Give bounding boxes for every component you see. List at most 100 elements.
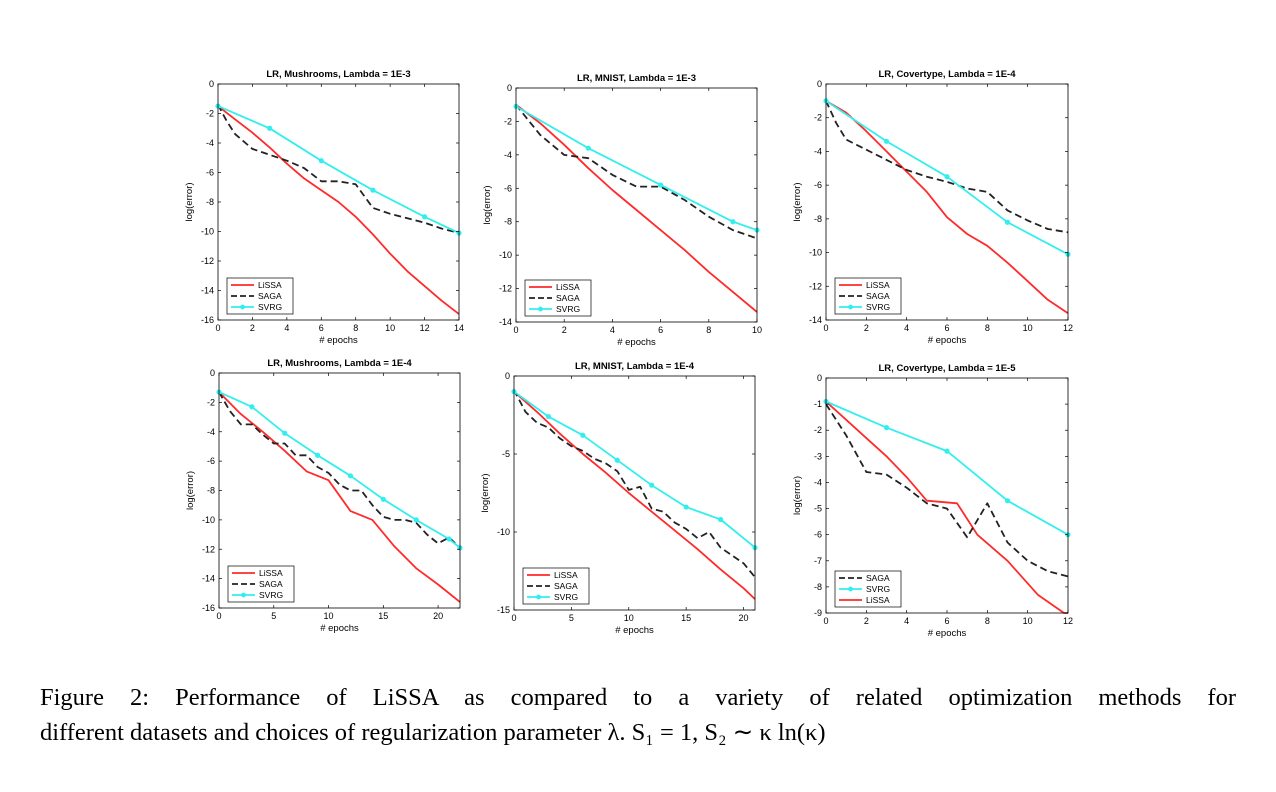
y-tick-label: -6: [504, 183, 512, 193]
legend-marker: [536, 594, 541, 600]
y-tick-label: -2: [814, 425, 822, 435]
plot-frame: [513, 375, 756, 611]
svrg-point: [1004, 219, 1011, 225]
x-tick-label: 2: [562, 325, 567, 335]
svrg-point: [944, 448, 950, 454]
legend-box: [226, 277, 294, 315]
legend-label: LiSSA: [258, 280, 282, 290]
series-line-svrg: [513, 390, 756, 549]
chart-1: LR, Mushrooms, Lambda = 1E-3 0 2 4 6 8 10 12 14 0…: [184, 69, 464, 346]
legend-label: SVRG: [259, 590, 283, 600]
legend-label: LiSSA: [866, 280, 890, 290]
figure-caption: Figure 2: Performance of LiSSA as compar…: [40, 680, 1236, 750]
y-tick-label: -8: [207, 486, 215, 496]
y-tick-label: -2: [207, 397, 215, 407]
chart-4: LR, Mushrooms, Lambda = 1E-4 0 5 10 15 20 0 -2 -…: [185, 358, 463, 634]
svrg-point: [1004, 498, 1011, 504]
y-tick-label: -4: [814, 146, 822, 156]
x-axis-label: # epochs: [617, 337, 656, 348]
y-tick-label: 0: [505, 371, 510, 381]
svrg-point: [249, 404, 255, 410]
series-line-lissa: [218, 391, 461, 603]
x-axis-label: # epochs: [320, 623, 359, 634]
svrg-point: [318, 158, 324, 164]
series-line-lissa: [515, 103, 758, 313]
chart-title: LR, MNIST, Lambda = 1E-4: [575, 361, 695, 372]
x-tick-label: 15: [681, 613, 691, 623]
series-line-svrg: [515, 105, 758, 231]
x-tick-label: 14: [454, 323, 464, 333]
svrg-point: [717, 516, 724, 523]
series-line-saga: [218, 391, 461, 549]
x-tick-label: 0: [513, 325, 518, 335]
svrg-point: [267, 125, 273, 131]
chart-title: LR, Covertype, Lambda = 1E-4: [879, 69, 1017, 80]
x-tick-label: 2: [864, 616, 869, 626]
legend-label: SAGA: [554, 581, 578, 591]
y-tick-label: -8: [814, 214, 822, 224]
svrg-point: [614, 457, 620, 463]
y-tick-label: -5: [814, 504, 822, 514]
legend-label: SAGA: [866, 291, 890, 301]
legend-marker: [241, 592, 246, 598]
x-tick-label: 12: [1063, 616, 1073, 626]
y-tick-label: 0: [817, 373, 822, 383]
y-tick-label: -6: [814, 530, 822, 540]
y-tick-label: -4: [207, 427, 215, 437]
x-tick-label: 8: [353, 323, 358, 333]
x-tick-label: 0: [823, 323, 828, 333]
y-tick-label: -1: [814, 399, 822, 409]
legend-label: SVRG: [556, 304, 580, 314]
legend-label: LiSSA: [556, 282, 580, 292]
y-axis-label: log(error): [482, 185, 493, 224]
y-tick-label: -9: [814, 608, 822, 618]
y-tick-label: -14: [201, 286, 214, 296]
y-tick-label: -10: [202, 515, 215, 525]
legend-label: SVRG: [866, 302, 890, 312]
series-line-svrg: [217, 105, 460, 234]
legend-label: SVRG: [258, 302, 282, 312]
y-tick-label: -8: [814, 582, 822, 592]
x-tick-label: 2: [250, 323, 255, 333]
y-tick-label: -7: [814, 556, 822, 566]
x-tick-label: 5: [271, 611, 276, 621]
y-tick-label: -14: [499, 317, 512, 327]
series-line-saga: [825, 100, 1069, 234]
y-tick-label: -10: [201, 227, 214, 237]
series-line-saga: [217, 104, 460, 234]
x-tick-label: 20: [739, 613, 749, 623]
x-axis-label: # epochs: [319, 335, 358, 346]
y-tick-label: -8: [504, 217, 512, 227]
y-tick-label: -8: [206, 197, 214, 207]
x-tick-label: 4: [904, 616, 909, 626]
plot-frame: [515, 87, 758, 323]
series-line-saga: [825, 403, 1069, 578]
svrg-point: [580, 432, 586, 438]
y-tick-label: -14: [809, 315, 822, 325]
y-tick-label: -4: [504, 150, 512, 160]
svrg-point: [282, 430, 288, 436]
svrg-point: [658, 182, 664, 188]
x-tick-label: 10: [324, 611, 334, 621]
x-axis-label: # epochs: [615, 625, 654, 636]
x-tick-label: 10: [385, 323, 395, 333]
y-axis-label: log(error): [792, 182, 803, 221]
y-axis-label: log(error): [792, 476, 803, 515]
legend-label: SAGA: [258, 291, 282, 301]
y-tick-label: 0: [817, 79, 822, 89]
y-tick-label: -12: [809, 281, 822, 291]
legend-label: LiSSA: [259, 568, 283, 578]
y-tick-label: -12: [201, 256, 214, 266]
legend-label: SAGA: [259, 579, 283, 589]
y-tick-label: -16: [202, 603, 215, 613]
y-axis-label: log(error): [185, 471, 196, 510]
legend-marker: [240, 304, 245, 310]
legend-label: LiSSA: [866, 595, 890, 605]
legend-box: [834, 277, 902, 315]
chart-3: LR, Covertype, Lambda = 1E-4 0 2 4 6 8 10 12 0 -2…: [792, 69, 1073, 346]
y-tick-label: -2: [504, 116, 512, 126]
svrg-point: [446, 536, 452, 542]
x-tick-label: 4: [284, 323, 289, 333]
svrg-point: [413, 517, 419, 523]
y-tick-label: -5: [502, 449, 510, 459]
